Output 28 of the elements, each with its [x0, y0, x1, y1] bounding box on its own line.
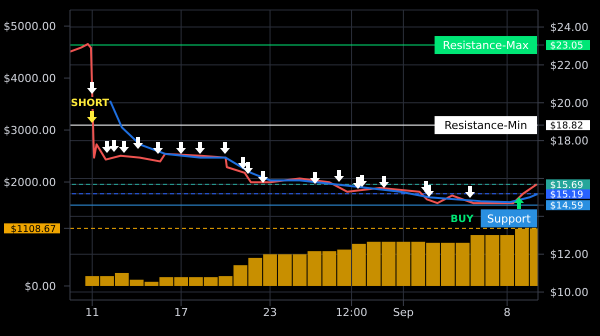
y-tick-label: $3000.00 — [4, 124, 56, 138]
x-tick-label: 17 — [174, 306, 188, 319]
x-tick-label: 23 — [263, 306, 278, 319]
annotation: BUY — [450, 214, 474, 225]
ref-line-label: Resistance-Min — [444, 119, 528, 132]
ref-line-label: Resistance-Max — [442, 39, 530, 52]
x-tick-label: 12:00 — [336, 306, 368, 319]
y2-tick-label: $20.00 — [550, 96, 588, 110]
y2-tick-label: $22.00 — [550, 58, 588, 72]
y-tick-label: $0.00 — [24, 280, 56, 293]
y-tick-label: $5000.00 — [4, 20, 56, 34]
y2-tick-label: $15.69 — [550, 180, 584, 191]
y2-tick-label: $14.59 — [550, 200, 584, 212]
y2-tick-label: $12.00 — [550, 248, 588, 262]
y-tick-label: $4000.00 — [4, 72, 56, 86]
y2-tick-label: $24.00 — [550, 21, 588, 34]
y2-tick-label: $23.05 — [550, 40, 584, 52]
y2-tick-label: $10.00 — [550, 286, 588, 300]
y2-tick-label: $15.19 — [550, 189, 584, 200]
ref-line-label: Support — [487, 212, 532, 226]
y2-tick-label: $18.00 — [550, 134, 588, 148]
x-tick-label: 11 — [85, 306, 100, 319]
y-tick-label: $1108.67 — [10, 224, 56, 235]
annotation: SHORT — [70, 98, 110, 109]
y2-tick-label: $18.82 — [550, 120, 584, 132]
y-tick-label: $2000.00 — [4, 176, 56, 190]
x-tick-label: 8 — [504, 306, 511, 319]
x-tick-label: Sep — [393, 306, 414, 319]
